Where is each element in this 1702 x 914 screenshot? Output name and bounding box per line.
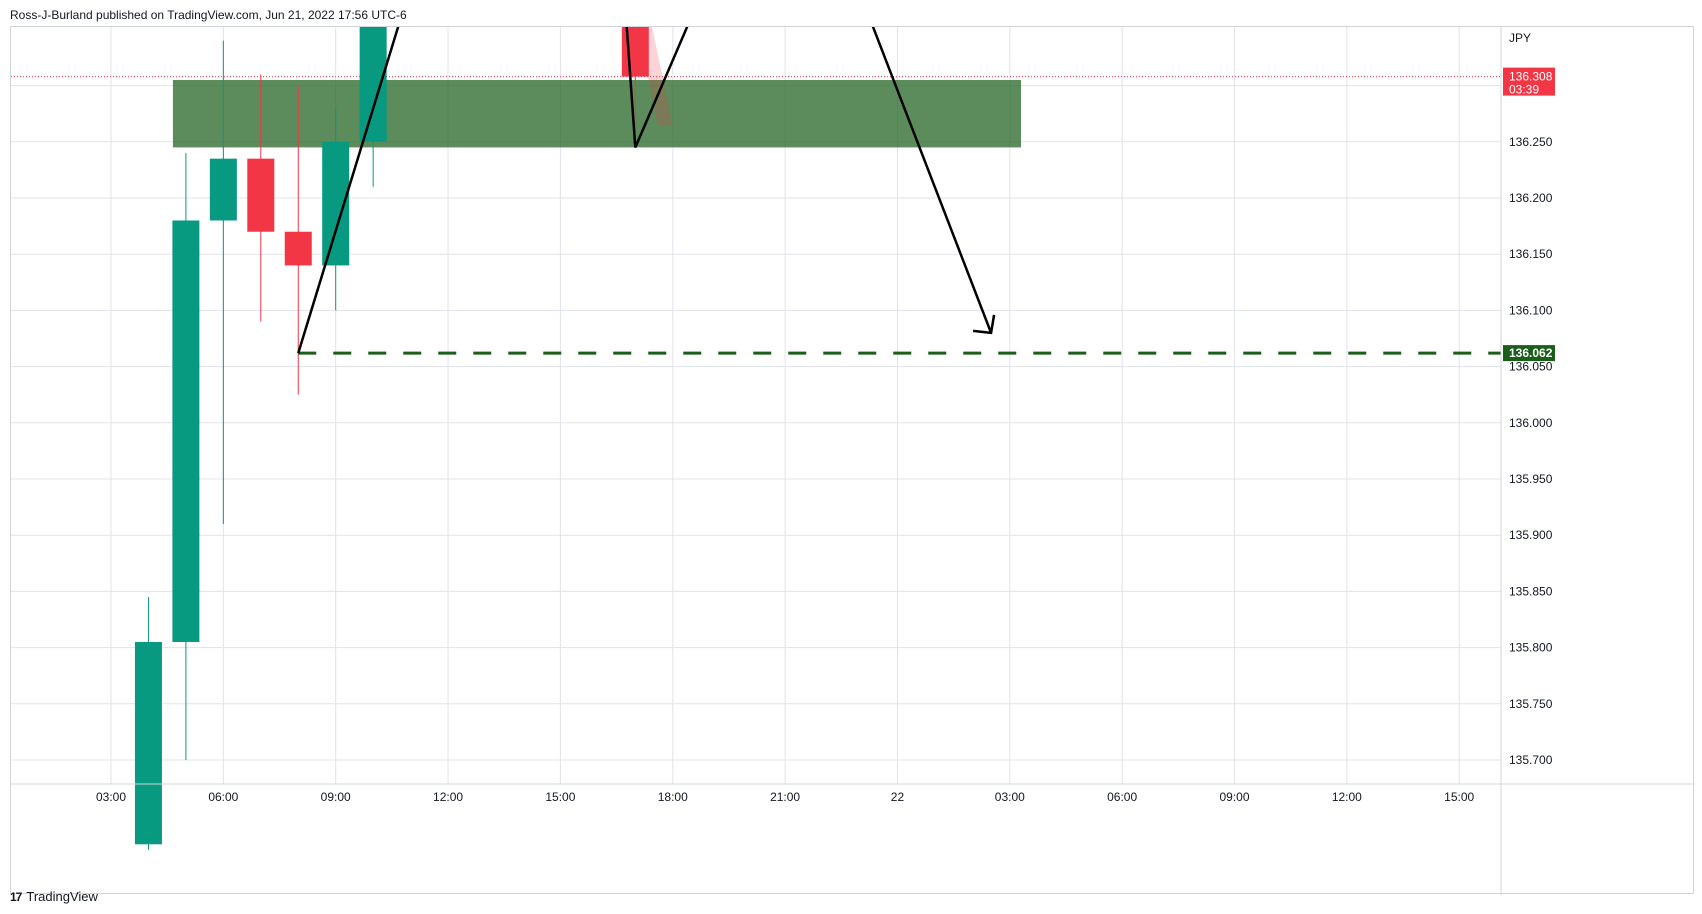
time-tick-label: 06:00 [1107,790,1137,804]
zones [172,27,1022,148]
price-tick-label: 136.200 [1509,191,1553,205]
arrow-head-icon [972,314,996,335]
price-tick-label: 135.750 [1509,697,1553,711]
time-tick-label: 03:00 [96,790,126,804]
last-price-label: 136.308 [1509,70,1553,84]
time-tick-label: 12:00 [1332,790,1362,804]
candle-body[interactable] [359,27,387,142]
time-tick-label: 15:00 [545,790,575,804]
price-tick-label: 135.850 [1509,584,1553,598]
price-tick-label: 136.000 [1509,416,1553,430]
time-tick-label: 15:00 [1444,790,1474,804]
price-tick-label: 135.950 [1509,472,1553,486]
candlestick-chart[interactable]: 135.700 135.750 135.800 135.850 135.900 135.9… [11,27,1695,895]
time-tick-label: 06:00 [208,790,238,804]
price-tick-label: 135.900 [1509,528,1553,542]
candle-body[interactable] [209,158,237,221]
chart-panel[interactable]: 135.700 135.750 135.800 135.850 135.900 135.9… [10,26,1695,895]
candle-body[interactable] [284,231,312,266]
candle-body[interactable] [134,641,162,845]
time-tick-label: 22 [891,790,905,804]
time-tick-label: 09:00 [321,790,351,804]
time-tick-label: 21:00 [770,790,800,804]
axes: 135.700 135.750 135.800 135.850 135.900 135.9… [11,27,1695,895]
last-price-badge [1503,67,1555,96]
tradingview-branding[interactable]: 17 TradingView [10,889,98,904]
price-tick-label: 136.150 [1509,247,1553,261]
time-tick-label: 18:00 [658,790,688,804]
drawings [297,27,1501,355]
currency-label: JPY [1509,31,1531,45]
candle-body[interactable] [172,220,200,642]
candle-body[interactable] [247,158,275,232]
price-tick-label: 135.700 [1509,753,1553,767]
price-tick-label: 135.800 [1509,641,1553,655]
support-zone[interactable] [172,79,1022,148]
candles[interactable] [134,27,649,850]
price-tick-label: 136.100 [1509,303,1553,317]
attribution-header: Ross-J-Burland published on TradingView.… [10,8,407,22]
target-price-badge [1503,345,1555,362]
target-price-label: 136.062 [1509,346,1553,360]
time-tick-label: 09:00 [1219,790,1249,804]
price-tick-label: 136.050 [1509,360,1553,374]
tradingview-logo-icon: 17 [10,889,22,904]
price-tick-label: 136.250 [1509,135,1553,149]
brand-label: TradingView [26,889,98,904]
time-tick-label: 03:00 [995,790,1025,804]
candle-body[interactable] [621,27,649,77]
time-tick-label: 12:00 [433,790,463,804]
countdown-label: 03:39 [1509,83,1539,97]
